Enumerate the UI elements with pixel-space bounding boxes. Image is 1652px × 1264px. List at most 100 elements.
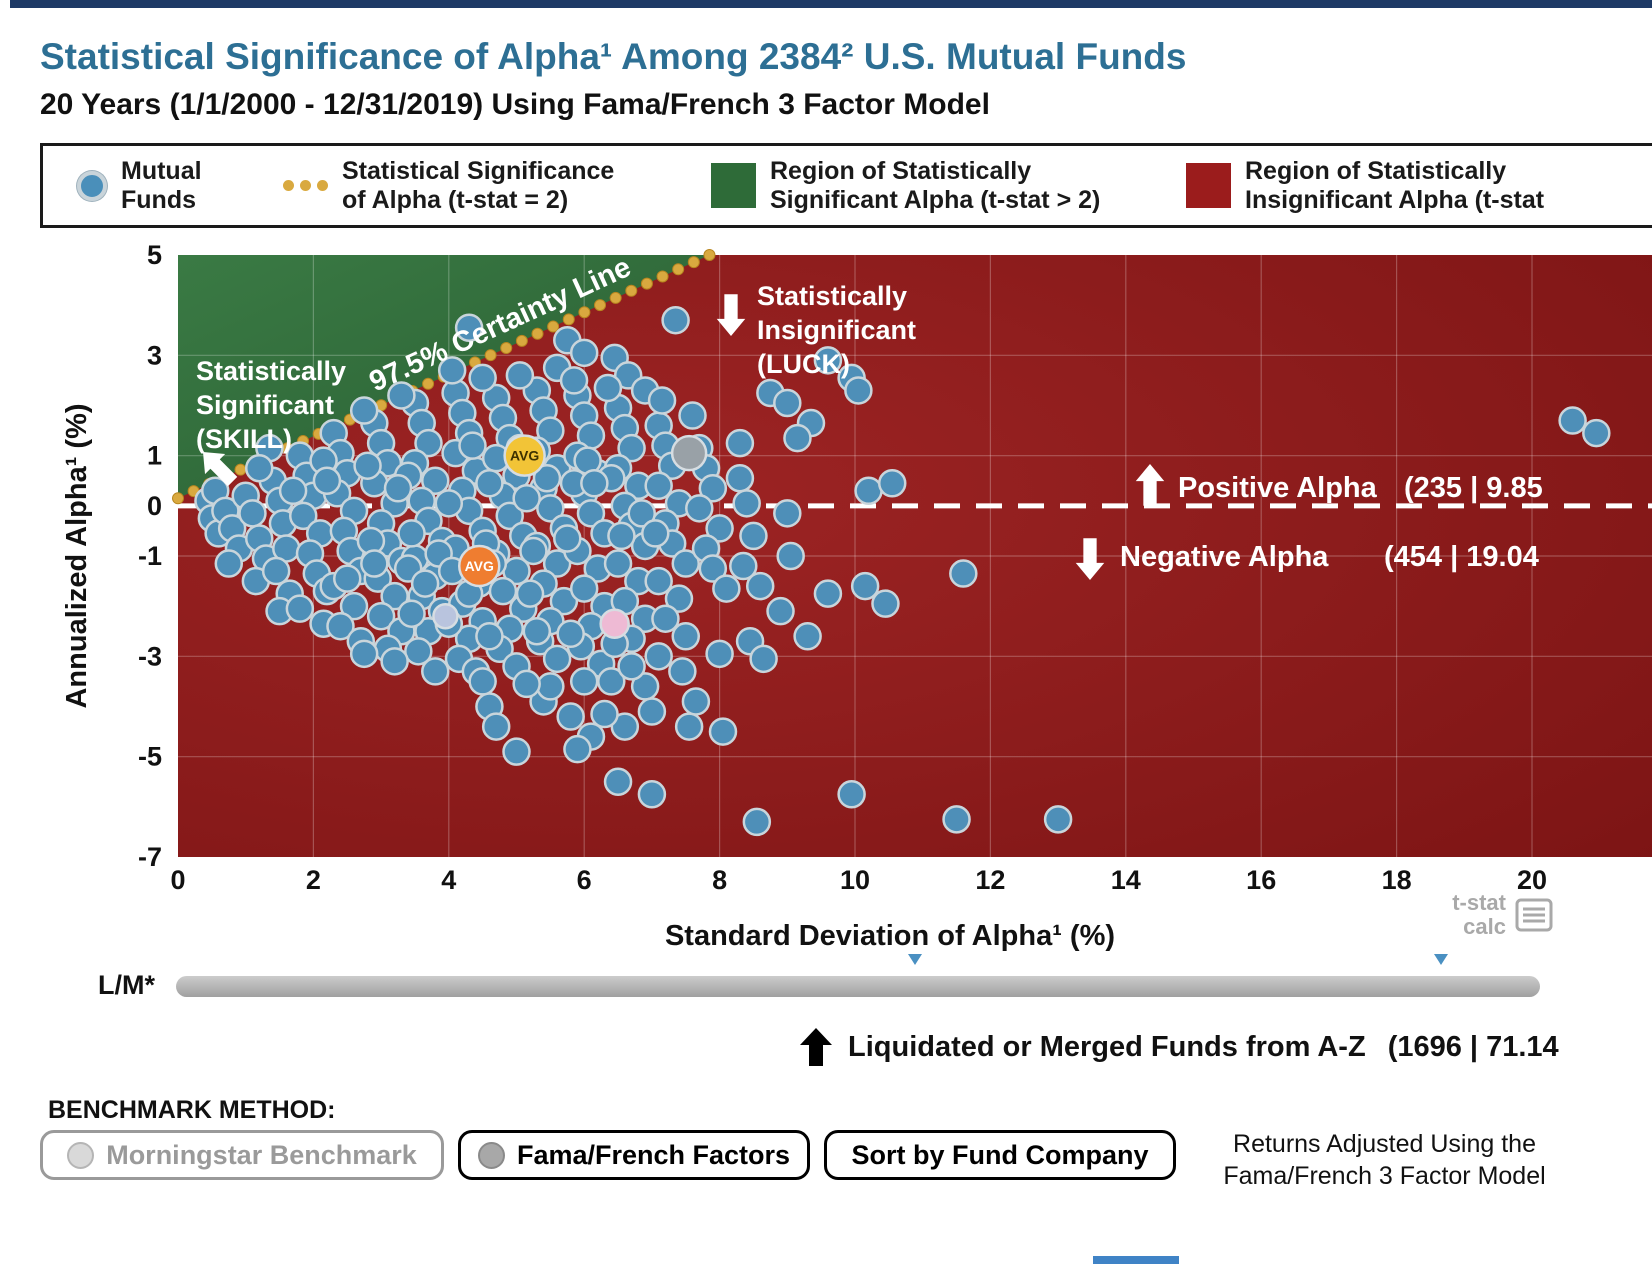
fund-dot[interactable] bbox=[597, 667, 626, 696]
fund-dot[interactable] bbox=[360, 549, 389, 578]
fund-dot[interactable] bbox=[705, 514, 734, 543]
fund-dot[interactable] bbox=[637, 780, 667, 809]
fund-dot[interactable] bbox=[942, 805, 971, 834]
fund-dot[interactable] bbox=[312, 466, 342, 495]
fund-dot[interactable] bbox=[671, 549, 700, 578]
fund-dot[interactable] bbox=[949, 559, 978, 588]
fund-dot[interactable] bbox=[739, 521, 768, 551]
calculator-icon[interactable] bbox=[1515, 898, 1553, 932]
fund-dot[interactable] bbox=[749, 644, 778, 674]
fund-dot[interactable] bbox=[576, 499, 606, 528]
fund-dot[interactable] bbox=[1582, 418, 1611, 448]
fund-dot[interactable] bbox=[536, 672, 565, 701]
fund-dot[interactable] bbox=[732, 489, 761, 518]
fund-dot[interactable] bbox=[607, 521, 636, 551]
fund-dot[interactable] bbox=[773, 388, 802, 418]
fund-dot[interactable] bbox=[708, 717, 738, 746]
fund-dot[interactable] bbox=[353, 451, 382, 480]
fund-dot[interactable] bbox=[505, 361, 535, 390]
fund-dot[interactable] bbox=[563, 734, 592, 764]
fund-dot[interactable] bbox=[542, 644, 572, 674]
fund-dot[interactable] bbox=[556, 702, 585, 731]
fund-dot[interactable] bbox=[661, 305, 690, 335]
fund-dot[interactable] bbox=[1043, 805, 1073, 834]
t-stat-calc-label[interactable]: t-stat calc bbox=[1452, 890, 1506, 939]
fund-dot[interactable] bbox=[603, 549, 633, 578]
sort-by-fund-company-button[interactable]: Sort by Fund Company bbox=[824, 1130, 1176, 1180]
fund-dot[interactable] bbox=[261, 556, 291, 586]
fund-dot[interactable] bbox=[326, 611, 355, 641]
fund-dot[interactable] bbox=[468, 667, 497, 696]
fund-dot[interactable] bbox=[671, 622, 700, 651]
fund-dot[interactable] bbox=[793, 622, 822, 651]
fund-dot[interactable] bbox=[536, 416, 565, 445]
fund-dot[interactable] bbox=[488, 576, 518, 606]
fund-dot[interactable] bbox=[813, 346, 843, 375]
lm-scrollbar[interactable] bbox=[176, 976, 1540, 997]
slider-marker-1[interactable] bbox=[908, 954, 922, 965]
fund-dot[interactable] bbox=[837, 780, 866, 809]
fund-dot[interactable] bbox=[871, 589, 900, 618]
fund-dot[interactable] bbox=[278, 476, 308, 506]
fund-dot[interactable] bbox=[681, 687, 711, 716]
fund-dot[interactable] bbox=[776, 541, 805, 571]
fund-dot[interactable] bbox=[553, 524, 582, 553]
fund-dot[interactable] bbox=[475, 622, 504, 651]
fund-dot[interactable] bbox=[813, 579, 843, 608]
fund-dot[interactable] bbox=[397, 519, 426, 548]
fund-dot[interactable] bbox=[766, 596, 795, 626]
fund-dot[interactable] bbox=[1558, 406, 1587, 435]
fund-dot[interactable] bbox=[349, 396, 379, 425]
fund-dot[interactable] bbox=[674, 712, 704, 741]
fund-dot[interactable] bbox=[397, 599, 426, 628]
fund-dot[interactable] bbox=[641, 519, 670, 548]
fund-dot[interactable] bbox=[593, 373, 623, 403]
fund-dot[interactable] bbox=[349, 639, 379, 669]
fund-dot[interactable] bbox=[610, 712, 640, 741]
fund-dot[interactable] bbox=[627, 499, 656, 528]
fund-dot[interactable] bbox=[288, 501, 318, 531]
fund-dot[interactable] bbox=[644, 566, 673, 596]
avg-dot-orange[interactable] bbox=[458, 544, 501, 588]
fund-dot[interactable] bbox=[698, 474, 728, 503]
fund-dot[interactable] bbox=[437, 356, 467, 385]
t-stat-calc[interactable]: t-stat calc bbox=[1436, 891, 1553, 939]
fund-dot[interactable] bbox=[380, 647, 409, 676]
fund-dot[interactable] bbox=[854, 476, 883, 506]
fund-dot[interactable] bbox=[404, 637, 433, 666]
fund-dot[interactable] bbox=[519, 536, 548, 566]
fund-dot[interactable] bbox=[603, 767, 633, 796]
fund-dot[interactable] bbox=[502, 737, 531, 766]
fund-dot[interactable] bbox=[339, 591, 369, 621]
fund-dot[interactable] bbox=[214, 549, 244, 578]
gray-dot[interactable] bbox=[670, 434, 708, 472]
fund-dot[interactable] bbox=[580, 469, 609, 498]
fund-dot[interactable] bbox=[664, 584, 694, 613]
fund-dot[interactable] bbox=[549, 586, 579, 616]
fund-dot[interactable] bbox=[647, 386, 677, 415]
fund-dot[interactable] bbox=[685, 494, 714, 523]
fund-dot[interactable] bbox=[512, 484, 541, 513]
fund-dot[interactable] bbox=[668, 657, 697, 686]
fund-dot[interactable] bbox=[410, 569, 440, 598]
fund-dot[interactable] bbox=[725, 428, 755, 458]
fund-dot[interactable] bbox=[729, 551, 758, 581]
fund-dot[interactable] bbox=[421, 466, 450, 495]
slider-marker-2[interactable] bbox=[1434, 954, 1448, 965]
fund-dot[interactable] bbox=[481, 712, 511, 741]
fund-dot[interactable] bbox=[383, 474, 413, 503]
fund-dot[interactable] bbox=[522, 617, 552, 646]
fund-dot[interactable] bbox=[705, 639, 734, 669]
fund-dot[interactable] bbox=[515, 579, 545, 608]
fund-dot[interactable] bbox=[773, 499, 802, 528]
fund-dot[interactable] bbox=[569, 667, 599, 696]
fund-dot[interactable] bbox=[617, 433, 646, 463]
fund-dot[interactable] bbox=[644, 642, 673, 671]
fama-french-factors-button[interactable]: Fama/French Factors bbox=[458, 1130, 810, 1180]
fund-dot[interactable] bbox=[468, 363, 497, 393]
fund-dot[interactable] bbox=[536, 494, 565, 523]
fund-dot[interactable] bbox=[569, 574, 599, 603]
fund-dot[interactable] bbox=[458, 431, 487, 460]
fund-dot[interactable] bbox=[238, 499, 267, 528]
fund-dot[interactable] bbox=[637, 697, 667, 726]
